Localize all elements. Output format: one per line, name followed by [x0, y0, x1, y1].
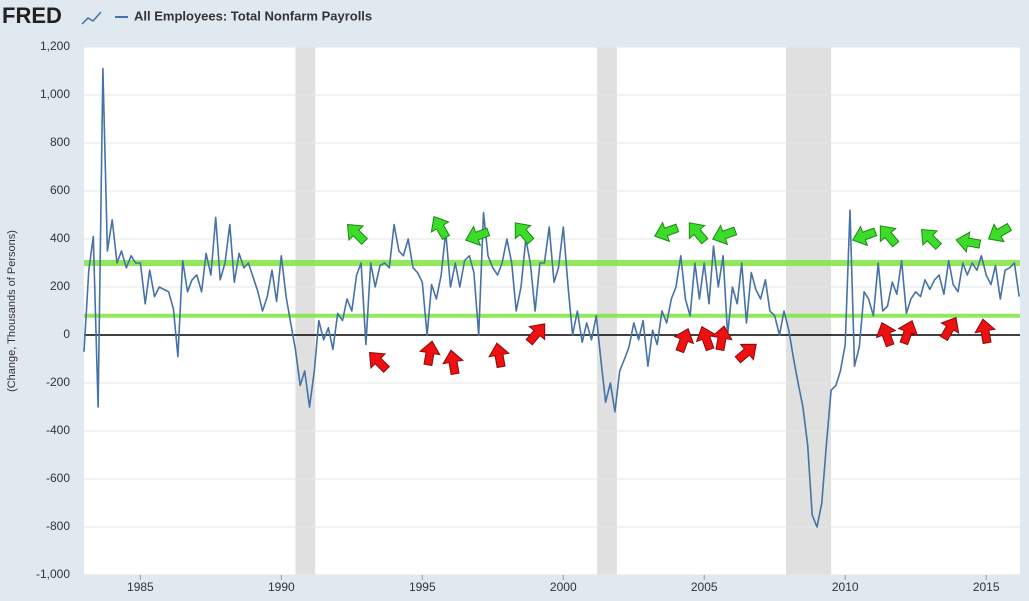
y-axis-label: (Change, Thousands of Persons): [6, 230, 18, 392]
plot-area: [84, 47, 1020, 575]
x-tick-label: 2015: [973, 580, 1000, 594]
series-line: [83, 67, 1020, 528]
x-tick-label: 1985: [127, 580, 154, 594]
y-tick-label: 400: [50, 231, 70, 245]
recession-band: [295, 47, 316, 575]
x-tick-label: 2010: [832, 580, 859, 594]
x-tick-label: 1990: [268, 580, 295, 594]
recession-band: [597, 47, 617, 575]
y-tick-label: -800: [46, 519, 70, 533]
logo: FRED: [2, 3, 62, 28]
y-tick-label: 800: [50, 135, 70, 149]
legend-label: All Employees: Total Nonfarm Payrolls: [134, 8, 372, 23]
recession-band: [786, 47, 832, 575]
x-tick-label: 2000: [550, 580, 577, 594]
x-tick-label: 2005: [691, 580, 718, 594]
y-tick-label: 0: [63, 327, 70, 341]
y-tick-label: -1,000: [36, 567, 70, 581]
x-tick-label: 1995: [409, 580, 436, 594]
y-tick-label: -400: [46, 423, 70, 437]
y-tick-label: 200: [50, 279, 70, 293]
logo-icon: [81, 11, 102, 25]
foreground-layer: -1,000 -800 -600 -400 -200 0 200 400 600 800 1,000…: [36, 39, 1020, 594]
y-tick-label: -200: [46, 375, 70, 389]
y-tick-label: 1,000: [40, 87, 70, 101]
y-tick-label: -600: [46, 471, 70, 485]
y-tick-label: 600: [50, 183, 70, 197]
y-tick-label: 1,200: [40, 39, 70, 53]
